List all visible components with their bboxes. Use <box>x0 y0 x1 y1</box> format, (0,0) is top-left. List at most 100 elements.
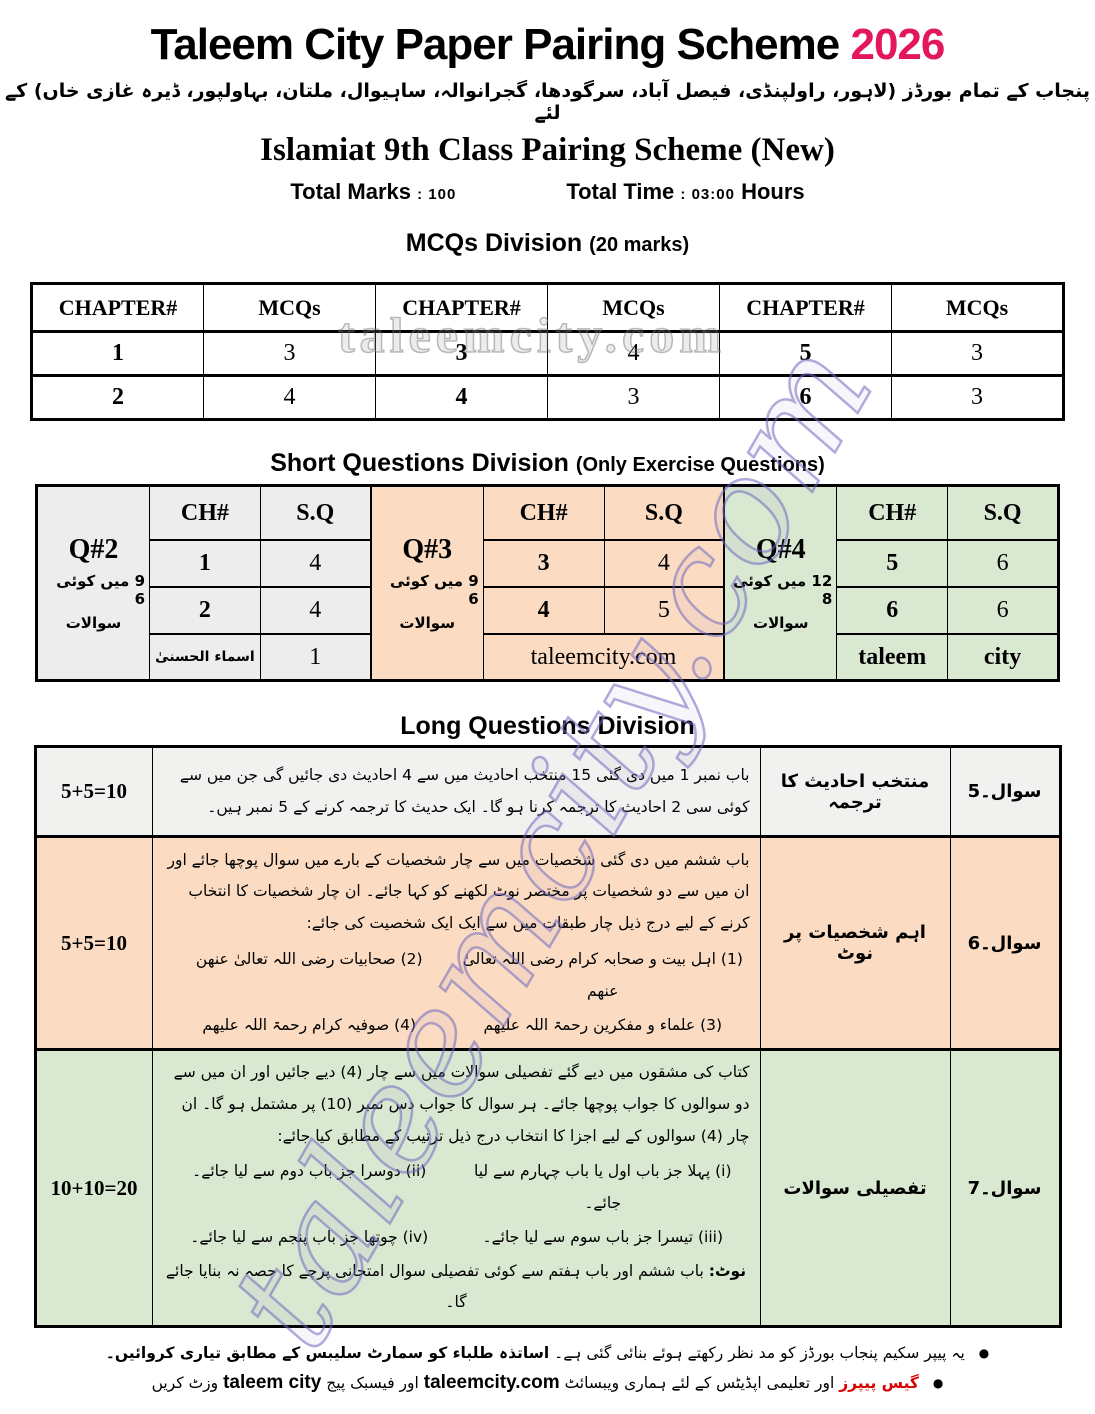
sq-cell: 5 <box>603 586 724 633</box>
sq-cell: 5 <box>837 539 948 586</box>
sq-cell-brand: taleem <box>837 633 948 679</box>
sq-q2-word: سوالات <box>65 614 122 632</box>
sq-q2-number: Q#2 <box>68 534 119 565</box>
sq-cell: 4 <box>483 586 604 633</box>
sq-col-header: CH# <box>519 499 568 526</box>
sq-cell: 1 <box>259 633 370 679</box>
sq-q3-number: Q#3 <box>402 534 453 565</box>
footer-bullet-1-bold: اساتذہ طلباء کو سمارٹ سلیبس کے مطابق تیا… <box>105 1344 550 1363</box>
boards-subtitle: پنجاب کے تمام بورڈز (لاہور، راولپنڈی، فی… <box>5 80 1090 124</box>
mcqs-heading-note: (20 marks) <box>589 234 690 256</box>
short-questions-table: Q#2 9 میں کوئی 6 سوالات CH# S.Q 1 4 2 4 … <box>35 484 1060 682</box>
sq-cell: 3 <box>483 539 604 586</box>
mcqs-cell: 6 <box>719 374 892 421</box>
sq-q4-number: Q#4 <box>755 534 806 565</box>
lq-q5-marks: 5+5=10 <box>34 745 153 838</box>
mcqs-heading: MCQs Division (20 marks) <box>0 229 1095 258</box>
sq-cell-asma-ul-husna: اسماء الحسنیٰ <box>150 633 260 679</box>
total-time: Total Time : 03:00 Hours <box>566 179 804 205</box>
sq-col-header: CH# <box>868 499 917 526</box>
bullet-dot: ● <box>978 1346 990 1361</box>
bullet-dot: ● <box>932 1376 944 1391</box>
mcqs-cell: 2 <box>31 374 204 421</box>
footer-bullet-2-t2: اور فیسبک پیج <box>321 1374 424 1393</box>
sq-cell: 6 <box>947 539 1057 586</box>
total-marks-value: : 100 <box>417 186 457 203</box>
total-time-suffix: Hours <box>741 179 805 204</box>
sq-q3-choice: 9 میں کوئی 6 <box>389 572 479 608</box>
mcqs-col-header: CHAPTER# <box>719 282 892 333</box>
lq-q5-number: سوال۔5 <box>949 745 1061 838</box>
page: { "header": { "title": "Taleem City Pape… <box>0 20 1095 1414</box>
lq-option: (4) صوفیہ کرام رحمۃ اللہ علیھم <box>202 1015 417 1034</box>
sq-heading-text: Short Questions Division <box>270 449 569 477</box>
footer-bullet-1-normal: یہ پیپر سکیم پنجاب بورڈز کو مد نظر رکھتے… <box>549 1344 965 1363</box>
lq-q7-options: (i) پہلا جز باب اول یا باب چہارم سے لیا … <box>163 1156 750 1253</box>
sq-q3-word: سوالات <box>399 614 455 632</box>
sq-group-q2: Q#2 9 میں کوئی 6 سوالات CH# S.Q 1 4 2 4 … <box>38 487 370 679</box>
mcqs-cell: 4 <box>203 374 376 421</box>
mcqs-cell: 4 <box>375 374 548 421</box>
sq-q4-word: سوالات <box>753 614 809 632</box>
lq-q6-marks: 5+5=10 <box>34 835 153 1051</box>
sq-q3-label: Q#3 9 میں کوئی 6 سوالات <box>372 487 484 679</box>
mcqs-col-header: MCQs <box>891 282 1064 333</box>
footer-bullet-1: ● یہ پیپر سکیم پنجاب بورڈز کو مد نظر رکھ… <box>68 1344 1028 1362</box>
lq-q6-description-text: باب ششم میں دی گئی شخصیات میں سے چار شخص… <box>167 850 750 933</box>
lq-q5-title: منتخب احادیث کا ترجمہ <box>759 745 951 838</box>
mcqs-cell: 1 <box>31 330 204 377</box>
lq-q6-title: اہم شخصیات پر نوٹ <box>759 835 951 1051</box>
mcqs-col-header: MCQs <box>547 282 720 333</box>
lq-row-q5: 5+5=10 باب نمبر 1 میں دی گئی 15 منتخب اح… <box>34 745 1061 838</box>
mcqs-cell: 3 <box>203 330 376 377</box>
lq-q7-title: تفصیلی سوالات <box>759 1047 951 1329</box>
footer-notes: ● یہ پیپر سکیم پنجاب بورڈز کو مد نظر رکھ… <box>68 1344 1028 1394</box>
lq-q7-number: سوال۔7 <box>949 1047 1061 1329</box>
mcqs-cell: 5 <box>719 330 892 377</box>
sq-group-q3: Q#3 9 میں کوئی 6 سوالات CH# S.Q 3 4 4 5 … <box>369 487 724 679</box>
lq-row-q6: 5+5=10 باب ششم میں دی گئی شخصیات میں سے … <box>34 835 1061 1051</box>
mcqs-cell: 3 <box>375 330 548 377</box>
total-marks: Total Marks : 100 <box>290 179 456 205</box>
sq-col-header: CH# <box>180 499 229 526</box>
sq-q2-choice: 9 میں کوئی 6 <box>56 572 145 608</box>
lq-option: (ii) دوسرا جز باب دوم سے لیا جائے۔ <box>192 1162 427 1181</box>
sq-cell-brand: city <box>947 633 1057 679</box>
sq-col-header: S.Q <box>947 487 1057 539</box>
long-questions-heading: Long Questions Division <box>400 712 695 740</box>
mcqs-cell: 3 <box>891 374 1064 421</box>
mcqs-heading-text: MCQs Division <box>405 229 583 257</box>
mcqs-col-header: CHAPTER# <box>375 282 548 333</box>
mcqs-row: 1 3 3 4 5 3 <box>31 330 1064 377</box>
page-title-year: 2026 <box>850 20 945 69</box>
facebook-page-text: taleem city <box>223 1372 322 1394</box>
sq-group-q4: Q#4 12 میں کوئی 8 سوالات CH# S.Q 5 6 6 6… <box>723 487 1057 679</box>
lq-q6-number: سوال۔6 <box>949 835 1061 1051</box>
page-title-text: Taleem City Paper Pairing Scheme <box>150 20 841 69</box>
mcqs-row: 2 4 4 3 6 3 <box>31 374 1064 421</box>
footer-bullet-2: ● گیس پیپرز اور تعلیمی اپڈیٹس کے لئے ہما… <box>68 1372 1028 1394</box>
sq-cell: 2 <box>150 586 260 633</box>
lq-option: (1) اہل بیت و صحابہ کرام رضی اللہ تعالیٰ… <box>462 950 743 1000</box>
lq-q7-note: نوٹ: باب ششم اور باب ہفتم سے کوئی تفصیلی… <box>163 1256 750 1320</box>
sq-heading-note: (Only Exercise Questions) <box>575 454 825 476</box>
sq-q4-choice: 12 میں کوئی 8 <box>733 572 833 608</box>
mcqs-col-header: CHAPTER# <box>31 282 204 333</box>
footer-bullet-2-t3: وزٹ کریں <box>151 1374 224 1393</box>
lq-q6-options: (1) اہل بیت و صحابہ کرام رضی اللہ تعالیٰ… <box>163 944 750 1041</box>
footer-bullet-2-t1: اور تعلیمی اپڈیٹس کے لئے ہماری ویبسائٹ <box>559 1374 840 1393</box>
sq-cell: 4 <box>259 586 370 633</box>
sq-col-header: S.Q <box>259 487 370 539</box>
lq-option: (i) پہلا جز باب اول یا باب چہارم سے لیا … <box>473 1162 732 1213</box>
lq-option: (iii) تیسرا جز باب سوم سے لیا جائے۔ <box>482 1227 724 1246</box>
total-time-label: Total Time <box>566 179 675 204</box>
page-title: Taleem City Paper Pairing Scheme 2026 <box>0 20 1095 70</box>
footer-bullet-2-text: گیس پیپرز اور تعلیمی اپڈیٹس کے لئے ہماری… <box>152 1372 919 1394</box>
total-time-value: : 03:00 <box>680 186 735 203</box>
total-marks-label: Total Marks <box>290 179 411 204</box>
sq-cell: 4 <box>259 539 370 586</box>
lq-row-q7: 10+10=20 کتاب کی مشقوں میں دیے گئے تفصیل… <box>34 1047 1061 1329</box>
totals-row: Total Marks : 100 Total Time : 03:00 Hou… <box>0 179 1095 205</box>
sq-cell: 1 <box>150 539 260 586</box>
lq-option: (3) علماء و مفکرین رحمۃ اللہ علیھم <box>483 1015 723 1034</box>
